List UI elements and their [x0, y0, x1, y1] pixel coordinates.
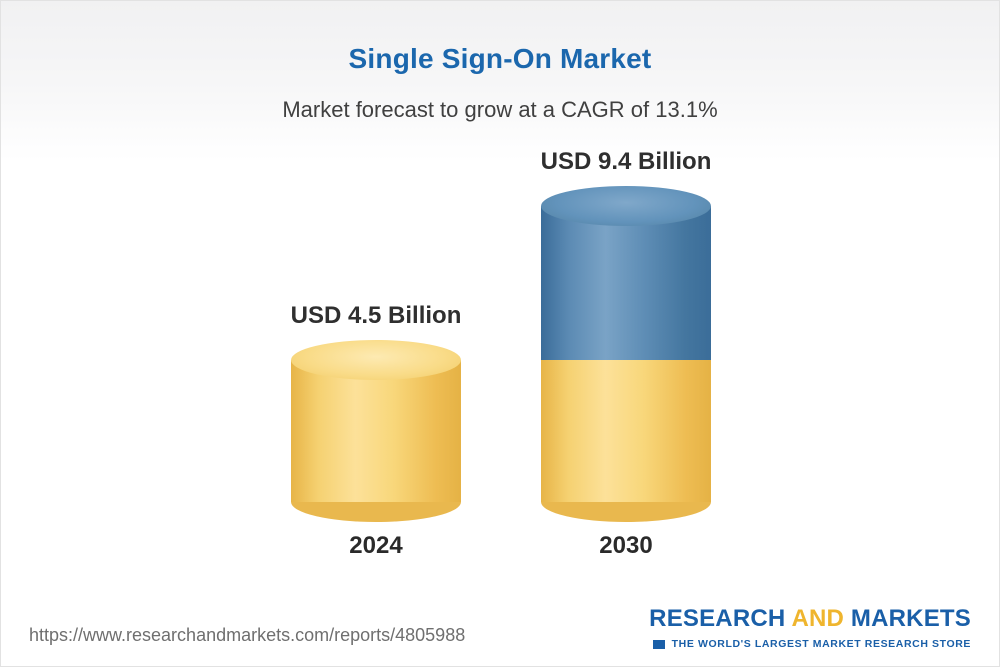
- year-label-2024: 2024: [349, 532, 403, 559]
- value-label-2030: USD 9.4 Billion: [540, 147, 712, 175]
- logo-word-research: RESEARCH: [649, 605, 786, 632]
- cylinder-2024-segment: [291, 360, 461, 502]
- report-url: https://www.researchandmarkets.com/repor…: [29, 625, 466, 645]
- cylinder-2024-top-ellipse: [291, 340, 461, 381]
- year-label-2030: 2030: [599, 532, 653, 559]
- logo-tagline: THE WORLD'S LARGEST MARKET RESEARCH STOR…: [649, 638, 971, 650]
- logo-word-and: AND: [791, 605, 845, 632]
- cylinder-2024: [291, 340, 461, 522]
- page-title: Single Sign-On Market: [348, 43, 652, 74]
- cylinder-2030-top-ellipse: [541, 185, 711, 226]
- cylinder-2030-base-segment: [541, 360, 711, 502]
- bar-group-2030: USD 9.4 Billion 2030: [540, 147, 712, 560]
- value-label-2024: USD 4.5 Billion: [290, 302, 462, 330]
- cylinder-2030: [541, 185, 711, 522]
- cylinder-2030-growth-segment: [541, 205, 711, 361]
- logo-wordmark: RESEARCH AND MARKETS: [649, 605, 971, 633]
- bar-group-2024: USD 4.5 Billion 2024: [290, 302, 462, 560]
- company-logo: RESEARCH AND MARKETS THE WORLD'S LARGEST…: [649, 605, 971, 650]
- tagline-block-icon: [652, 639, 665, 649]
- page-subtitle: Market forecast to grow at a CAGR of 13.…: [282, 97, 718, 122]
- header: Single Sign-On Market Market forecast to…: [1, 1, 999, 123]
- logo-word-markets: MARKETS: [850, 605, 971, 632]
- logo-tagline-text: THE WORLD'S LARGEST MARKET RESEARCH STOR…: [671, 638, 971, 650]
